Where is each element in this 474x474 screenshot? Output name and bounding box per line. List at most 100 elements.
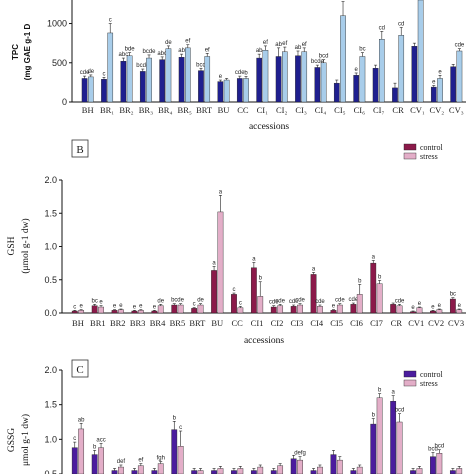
bar-stress — [177, 304, 184, 314]
bar-series-2 — [87, 76, 94, 103]
y-tick-label: 0.5 — [44, 275, 57, 285]
bar-series-2 — [340, 15, 346, 103]
y-axis-label: TPC — [11, 44, 20, 60]
y-tick-label: 1.5 — [44, 208, 57, 218]
bar-control — [231, 470, 237, 474]
legend-label: stress — [420, 379, 438, 388]
bar-series-1 — [353, 75, 360, 103]
bar-series-2 — [223, 79, 230, 103]
bar-series-1 — [120, 61, 127, 103]
significance-letter: e — [99, 300, 103, 306]
significance-letter: e — [418, 301, 422, 307]
x-tick-label: BR₄ — [158, 105, 172, 115]
x-tick-label: CI2 — [271, 318, 284, 328]
x-tick-label: CV₂ — [430, 105, 445, 115]
bar-series-2 — [146, 57, 152, 103]
x-tick-label: BR₂ — [119, 105, 133, 115]
x-tick-label: BR5 — [170, 318, 186, 328]
bar-stress — [257, 466, 264, 474]
significance-letter: cd — [398, 21, 404, 27]
bar-control — [231, 294, 237, 314]
bar-stress — [396, 305, 403, 314]
significance-letter: ab — [78, 417, 85, 423]
x-tick-label: BH — [82, 105, 94, 115]
bar-stress — [157, 305, 164, 314]
significance-letter: ab — [178, 48, 185, 54]
significance-letter: b — [173, 415, 177, 421]
significance-letter: de — [165, 40, 172, 46]
x-tick-label: CC — [231, 318, 243, 328]
y-axis-label: μmol g-1 dw) — [20, 414, 31, 466]
x-tick-label: BRT — [196, 105, 213, 115]
bar-series-2 — [243, 78, 249, 103]
bar-stress — [197, 470, 204, 474]
significance-letter: e — [411, 305, 415, 311]
x-tick-label: CI1 — [251, 318, 264, 328]
significance-letter: e — [438, 303, 442, 309]
bar-control — [290, 458, 297, 474]
significance-letter: bcd — [428, 447, 438, 453]
legend-swatch-stress — [403, 152, 417, 160]
x-tick-label: CI6 — [350, 318, 363, 328]
significance-letter: cde — [395, 298, 405, 304]
bar-series-1 — [411, 46, 418, 103]
bar-control — [430, 456, 436, 474]
bar-stress — [456, 468, 463, 474]
bar-stress — [137, 310, 144, 314]
bar-series-2 — [107, 32, 114, 103]
significance-letter: b — [358, 278, 362, 284]
significance-letter: e — [458, 303, 462, 309]
significance-letter: e — [139, 304, 143, 310]
x-tick-label: CI₄ — [315, 105, 327, 115]
bar-stress — [436, 453, 443, 474]
x-tick-label: CI₂ — [276, 105, 288, 115]
significance-letter: a — [212, 260, 216, 266]
bar-series-1 — [178, 57, 185, 103]
bar-series-2 — [184, 47, 191, 103]
significance-letter: cde — [289, 299, 299, 305]
x-tick-label: CV3 — [448, 318, 464, 328]
bar-series-2 — [126, 55, 133, 103]
bar-series-2 — [359, 56, 366, 103]
x-tick-label: BR₃ — [139, 105, 153, 115]
significance-letter: e — [219, 74, 223, 80]
x-tick-label: BU — [211, 318, 223, 328]
significance-letter: b — [378, 274, 382, 280]
bar-series-1 — [333, 82, 340, 103]
bar-control — [250, 470, 257, 474]
y-tick-label: 500 — [52, 58, 67, 68]
significance-letter: ef — [263, 40, 268, 46]
y-axis-label: (mg GAE g-1 D — [23, 24, 32, 81]
significance-letter: a — [372, 254, 376, 260]
bar-control — [250, 267, 257, 314]
panel-label: B — [76, 144, 83, 156]
bar-series-1 — [217, 81, 224, 103]
bar-series-1 — [256, 57, 263, 103]
bar-series-2 — [379, 39, 385, 103]
bar-stress — [98, 447, 104, 474]
bar-control — [350, 470, 357, 474]
y-tick-label: 1000 — [47, 19, 67, 29]
significance-letter: a — [312, 266, 316, 272]
bar-control — [71, 310, 78, 314]
significance-letter: a — [391, 390, 395, 396]
significance-letter: a — [252, 256, 256, 262]
x-tick-label: CI₃ — [295, 105, 307, 115]
bar-control — [211, 470, 217, 474]
bar-series-2 — [417, 0, 424, 103]
significance-letter: b — [372, 413, 376, 419]
bar-stress — [376, 283, 383, 314]
significance-letter: ef — [302, 42, 307, 48]
significance-letter: e — [432, 80, 436, 86]
bar-stress — [376, 397, 383, 474]
x-tick-label: CI₇ — [373, 105, 385, 115]
bar-stress — [416, 468, 423, 474]
y-tick-label: 2.0 — [44, 175, 57, 185]
bar-stress — [177, 446, 184, 474]
x-tick-label: CV2 — [428, 318, 444, 328]
y-tick-label: 2.0 — [44, 365, 57, 375]
x-tick-label: CC — [237, 105, 249, 115]
significance-letter: cde — [455, 43, 465, 49]
bar-control — [410, 311, 416, 314]
